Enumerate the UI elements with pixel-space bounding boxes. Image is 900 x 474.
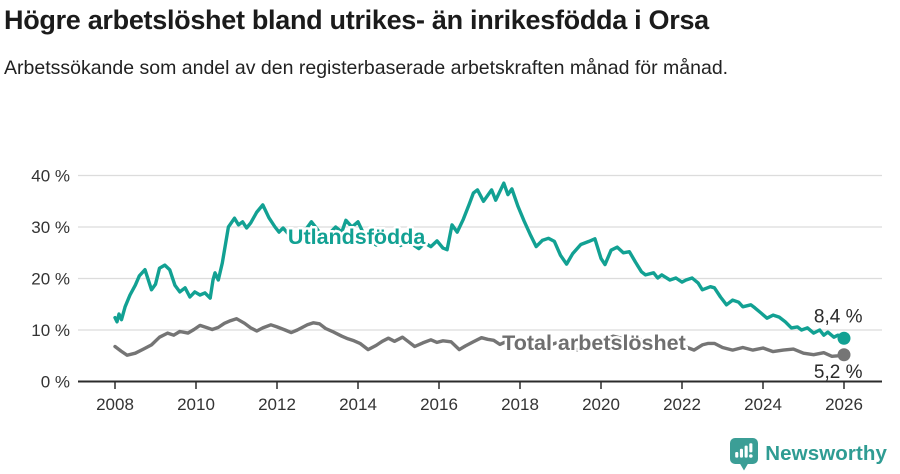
x-tick-label: 2008 [96,395,134,414]
newsworthy-logo[interactable]: Newsworthy [730,437,887,471]
page-title: Högre arbetslöshet bland utrikes- än inr… [4,5,709,35]
series-label: Total arbetslöshet [502,331,686,355]
x-tick-label: 2014 [339,395,377,414]
x-axis: 2008 2010 2012 2014 2016 2018 2020 2022 2024 2026 [78,380,882,414]
x-tick-label: 2026 [825,395,863,414]
series-labels: Utlandsfödda Total arbetslöshet [285,222,688,357]
bar-medium [740,448,744,458]
series-end-dots [837,331,851,362]
exclamation-stem [749,442,753,452]
y-tick-label: 30 % [31,218,70,237]
y-axis-labels: 0 % 10 % 20 % 30 % 40 % [31,167,70,392]
exclamation-dot [749,453,753,458]
y-tick-label: 0 % [41,373,70,392]
series-line [113,181,846,340]
series-label: Utlandsfödda [288,225,426,249]
end-value-label: 8,4 % [814,307,863,328]
chart-area: 2008 2010 2012 2014 2016 2018 2020 2022 2024 2026… [0,148,900,448]
series-lines [113,181,846,359]
series-end-dot [837,331,851,345]
newsworthy-logo-icon [730,437,759,470]
end-value-labels: 8,4 % 5,2 % [814,307,863,383]
x-tick-label: 2022 [663,395,701,414]
bar-small [735,451,739,458]
y-tick-label: 10 % [31,321,70,340]
x-tick-label: 2020 [582,395,620,414]
line-chart-svg: 2008 2010 2012 2014 2016 2018 2020 2022 2024 2026… [31,167,882,414]
speech-bubble-shape [730,437,759,470]
end-value-label: 5,2 % [814,362,863,383]
series-line [113,316,846,359]
x-tick-label: 2024 [744,395,782,414]
x-tick-label: 2016 [420,395,458,414]
chart-subtitle: Arbetssökande som andel av den registerb… [4,56,729,79]
y-tick-label: 40 % [31,167,70,186]
x-tick-label: 2010 [177,395,215,414]
y-gridlines [78,174,882,331]
y-tick-label: 20 % [31,270,70,289]
x-tick-label: 2012 [258,395,296,414]
series-end-dot [837,348,851,362]
x-tick-label: 2018 [501,395,539,414]
header: Högre arbetslöshet bland utrikes- än inr… [4,4,896,82]
bar-large [744,445,748,458]
brand-name: Newsworthy [765,442,887,465]
